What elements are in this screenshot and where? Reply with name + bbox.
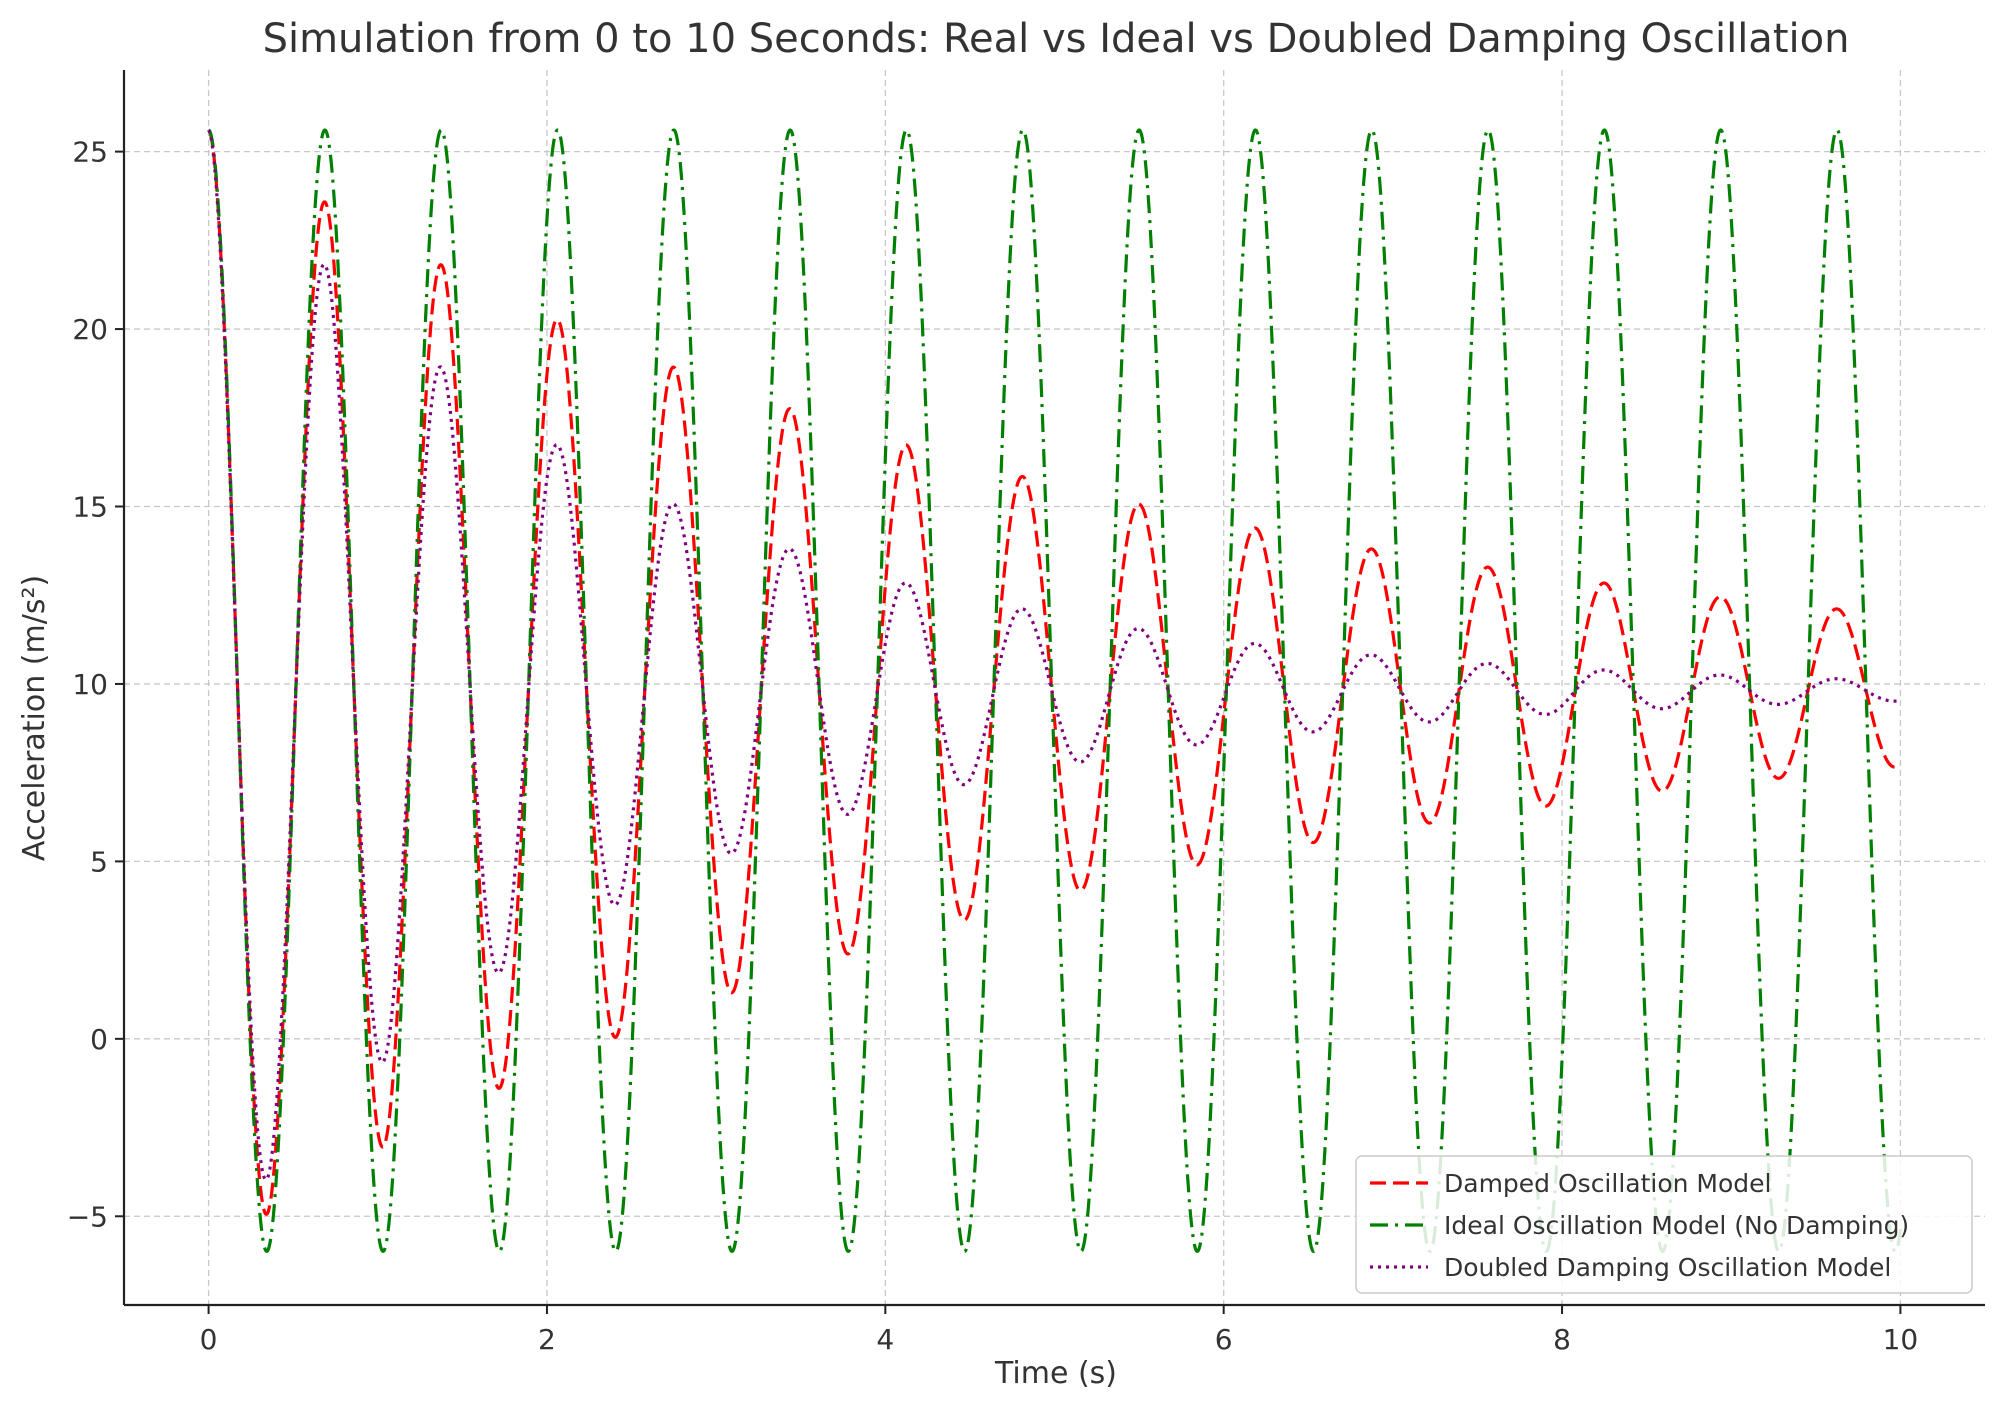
- grid: [124, 70, 1985, 1305]
- legend-label-3: Doubled Damping Oscillation Model: [1444, 1253, 1891, 1282]
- x-tick-label: 0: [200, 1323, 218, 1356]
- series-line-2: [207, 128, 1902, 1253]
- y-tick-label: −5: [67, 1200, 108, 1233]
- y-axis-label: Acceleration (m/s²): [17, 575, 52, 861]
- ticks: 0 2 4 6 8 10 −5 0 5 10 15 20 25: [67, 136, 1919, 1356]
- y-tick-label: 5: [90, 845, 108, 878]
- axes: [122, 70, 1985, 1307]
- y-tick-label: 10: [72, 668, 108, 701]
- y-tick-label: 20: [72, 313, 108, 346]
- y-tick-label: 25: [72, 136, 108, 169]
- series-lines: [207, 128, 1902, 1253]
- legend-label-2: Ideal Oscillation Model (No Damping): [1444, 1211, 1909, 1240]
- chart-title: Simulation from 0 to 10 Seconds: Real vs…: [263, 16, 1850, 62]
- y-tick-label: 0: [90, 1023, 108, 1056]
- x-tick-label: 8: [1553, 1323, 1571, 1356]
- series-line-3: [207, 129, 1902, 1182]
- series-line-1: [207, 128, 1902, 1216]
- legend-box: [1355, 1155, 1973, 1294]
- x-tick-label: 2: [538, 1323, 556, 1356]
- x-axis-label: Time (s): [994, 1356, 1117, 1391]
- legend: Damped Oscillation Model Ideal Oscillatio…: [1355, 1155, 1973, 1294]
- x-tick-label: 6: [1215, 1323, 1233, 1356]
- legend-label-1: Damped Oscillation Model: [1444, 1169, 1772, 1198]
- x-tick-label: 10: [1883, 1323, 1919, 1356]
- x-tick-label: 4: [876, 1323, 894, 1356]
- y-tick-label: 15: [72, 491, 108, 524]
